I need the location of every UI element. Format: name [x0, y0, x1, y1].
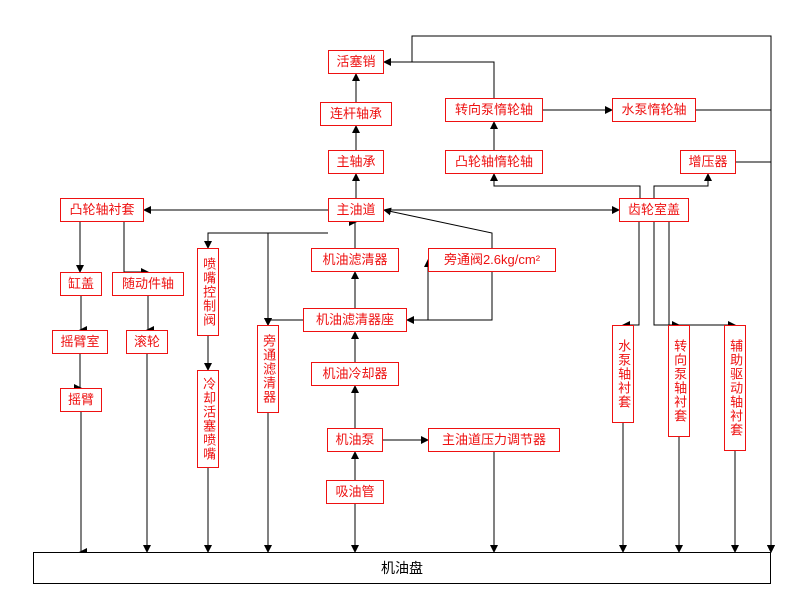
- node-water-bush: 水泵轴衬套: [612, 325, 634, 423]
- node-label: 齿轮室盖: [628, 203, 680, 217]
- node-rocker: 摇臂: [60, 388, 102, 412]
- node-label: 吸油管: [335, 485, 374, 499]
- node-label: 冷却活塞喷嘴: [201, 377, 215, 461]
- node-water-gear-shaft: 水泵惰轮轴: [612, 98, 696, 122]
- node-suction: 吸油管: [326, 480, 384, 504]
- node-roller: 滚轮: [126, 330, 168, 354]
- node-label: 机油泵: [335, 433, 374, 447]
- node-aux-bush: 辅助驱动轴衬套: [724, 325, 746, 451]
- node-label: 转向泵轴衬套: [672, 339, 686, 423]
- node-rocker-room: 摇臂室: [52, 330, 108, 354]
- node-inj-valve: 喷嘴控制阀: [197, 248, 219, 336]
- node-label: 辅助驱动轴衬套: [728, 339, 742, 437]
- node-label: 旁通滤清器: [261, 334, 275, 404]
- node-turbo: 增压器: [680, 150, 736, 174]
- node-label: 主油道: [336, 203, 375, 217]
- node-cyl-cover: 缸盖: [60, 272, 102, 296]
- node-label: 机油冷却器: [322, 367, 387, 381]
- node-label: 机油滤清器: [322, 253, 387, 267]
- node-follower: 随动件轴: [112, 272, 184, 296]
- node-label: 凸轮轴衬套: [69, 203, 134, 217]
- node-label: 水泵惰轮轴: [621, 103, 686, 117]
- node-label: 摇臂室: [60, 335, 99, 349]
- node-label: 喷嘴控制阀: [201, 257, 215, 327]
- node-oil-cooler: 机油冷却器: [311, 362, 399, 386]
- node-label: 旁通阀2.6kg/cm²: [444, 253, 540, 267]
- node-gear-cover: 齿轮室盖: [619, 198, 689, 222]
- node-label: 连杆轴承: [330, 107, 382, 121]
- node-oil-filter: 机油滤清器: [311, 248, 399, 272]
- node-cam-bush: 凸轮轴衬套: [60, 198, 144, 222]
- node-bypass-filter: 旁通滤清器: [257, 325, 279, 413]
- oil-pan: 机油盘: [33, 552, 771, 584]
- node-bypass-valve: 旁通阀2.6kg/cm²: [428, 248, 556, 272]
- node-label: 转向泵惰轮轴: [455, 103, 533, 117]
- node-cam-gear-shaft: 凸轮轴惰轮轴: [445, 150, 543, 174]
- node-label: 随动件轴: [122, 277, 174, 291]
- node-steer-gear-shaft: 转向泵惰轮轴: [445, 98, 543, 122]
- node-cool-nozzle: 冷却活塞喷嘴: [197, 370, 219, 468]
- node-label: 增压器: [688, 155, 727, 169]
- node-label: 主轴承: [336, 155, 375, 169]
- node-oil-pump: 机油泵: [327, 428, 383, 452]
- node-label: 活塞销: [336, 55, 375, 69]
- node-press-reg: 主油道压力调节器: [428, 428, 560, 452]
- node-main-gallery: 主油道: [328, 198, 384, 222]
- node-label: 滚轮: [134, 335, 160, 349]
- node-label: 机油滤清器座: [316, 313, 394, 327]
- oil-pan-label: 机油盘: [381, 558, 423, 578]
- node-main-bearing: 主轴承: [328, 150, 384, 174]
- node-piston-pin: 活塞销: [328, 50, 384, 74]
- node-label: 摇臂: [68, 393, 94, 407]
- node-label: 缸盖: [68, 277, 94, 291]
- node-label: 凸轮轴惰轮轴: [455, 155, 533, 169]
- node-label: 主油道压力调节器: [442, 433, 546, 447]
- node-rod-bearing: 连杆轴承: [320, 102, 392, 126]
- node-steer-bush: 转向泵轴衬套: [668, 325, 690, 437]
- node-filter-seat: 机油滤清器座: [303, 308, 407, 332]
- node-label: 水泵轴衬套: [616, 339, 630, 409]
